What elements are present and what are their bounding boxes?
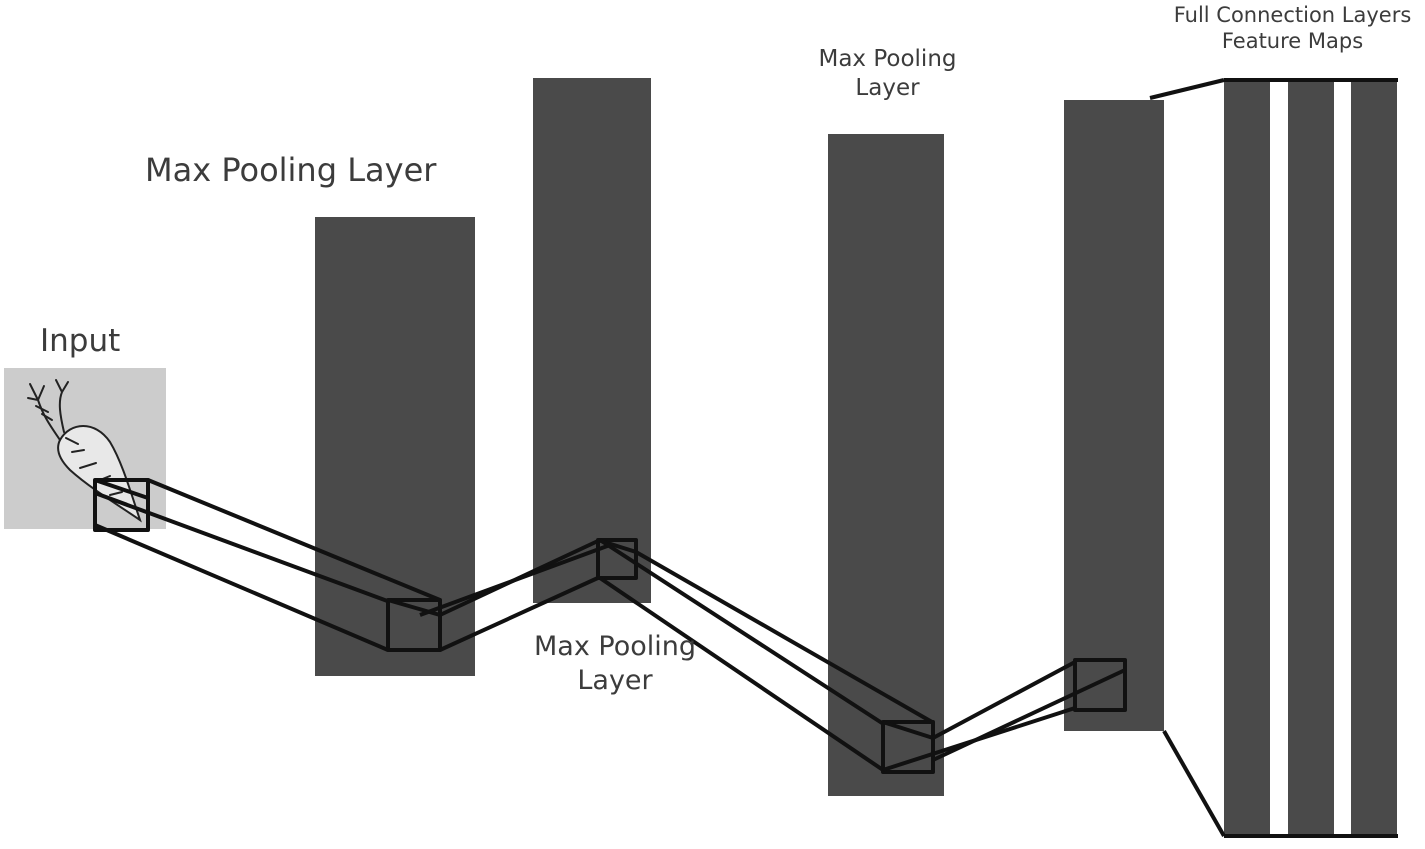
- max-pooling-label-3-line1: Max Pooling: [818, 46, 957, 72]
- conv-layer-4: [1064, 100, 1164, 731]
- max-pooling-label-2: Max Pooling Layer: [520, 630, 710, 698]
- max-pooling-label-2-line1: Max Pooling: [533, 631, 696, 662]
- conv-layer-3: [828, 134, 944, 796]
- fc-layer-3: [1351, 80, 1397, 837]
- max-pooling-label-1: Max Pooling Layer: [145, 151, 437, 189]
- fc-layer-1: [1224, 80, 1270, 837]
- fc-bus-lines: [1224, 78, 1398, 838]
- max-pooling-label-2-line2: Layer: [577, 664, 653, 696]
- carrot-icon: [27, 379, 142, 523]
- full-connection-label-line1: Full Connection Layers: [1173, 3, 1412, 27]
- conv-layer-2: [533, 78, 651, 603]
- max-pooling-label-3-line2: Layer: [855, 74, 920, 101]
- full-connection-label: Full Connection Layers Feature Maps: [1150, 2, 1425, 55]
- max-pooling-label-3: Max Pooling Layer: [800, 45, 975, 103]
- input-label: Input: [40, 323, 121, 359]
- conv-layer-1: [315, 217, 475, 676]
- connector-lines: [93, 78, 1226, 837]
- full-connection-label-line2: Feature Maps: [1221, 29, 1364, 54]
- fc-layer-2: [1288, 80, 1334, 837]
